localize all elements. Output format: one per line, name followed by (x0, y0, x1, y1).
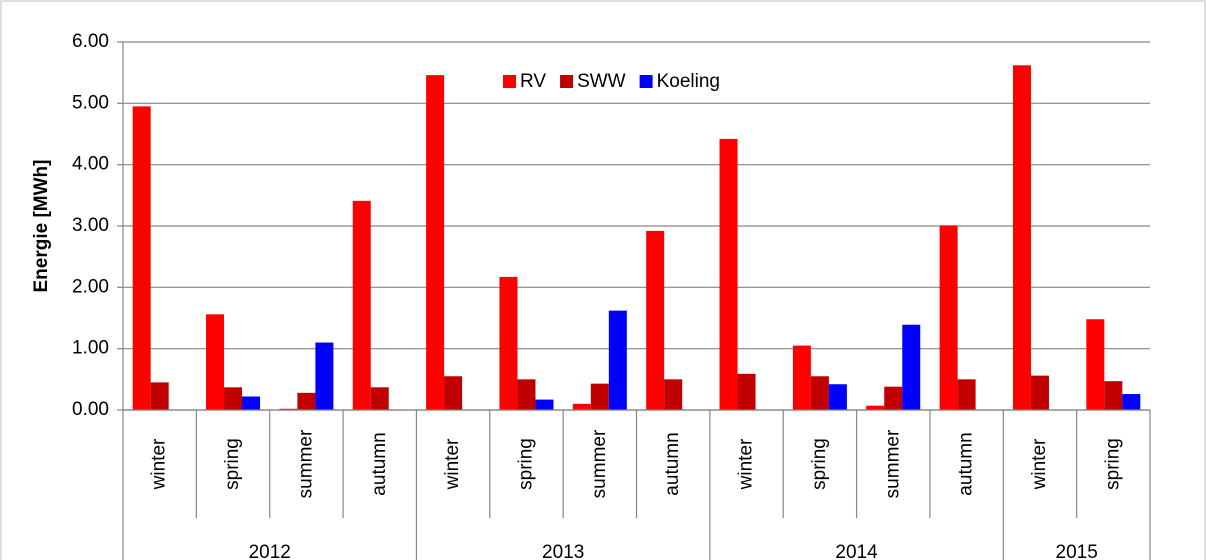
bar (535, 399, 554, 410)
bar (1122, 394, 1141, 410)
y-tick-label: 1.00 (72, 338, 109, 359)
bar (866, 405, 885, 410)
y-tick-label: 2.00 (72, 276, 109, 297)
legend-swatch (639, 75, 653, 88)
bar (939, 225, 958, 410)
legend-label: Koeling (657, 71, 720, 92)
bar (608, 310, 627, 410)
x-tick-label: autumn (956, 432, 977, 495)
bar (297, 392, 316, 410)
bar (902, 324, 921, 410)
legend-label: SWW (577, 71, 626, 92)
bar (719, 138, 738, 410)
bar (224, 387, 243, 410)
bar (499, 276, 518, 410)
y-axis-title: Energie [MWh] (31, 160, 52, 293)
bar (792, 345, 811, 410)
legend-swatch (503, 75, 516, 88)
x-tick-label: summer (589, 429, 610, 498)
x-group-label: 2015 (1056, 542, 1098, 560)
x-group-label: 2012 (249, 542, 291, 560)
y-tick-label: 4.00 (72, 154, 109, 175)
x-tick-label: winter (149, 438, 170, 490)
x-tick-label: winter (442, 438, 463, 490)
x-tick-label: winter (736, 438, 757, 490)
bar (426, 75, 445, 411)
x-group-label: 2014 (835, 542, 878, 560)
bar (1030, 375, 1049, 410)
x-group-label: 2013 (542, 542, 584, 560)
y-tick-label: 0.00 (72, 399, 109, 420)
bar (150, 382, 169, 410)
bar (1104, 381, 1123, 410)
bar (810, 376, 829, 410)
bar (572, 403, 591, 410)
bar (352, 200, 371, 410)
bar (206, 314, 225, 410)
bar (646, 230, 665, 410)
x-tick-label: spring (1102, 438, 1123, 490)
bar (132, 106, 151, 411)
bar (279, 408, 298, 410)
x-tick-label: summer (295, 429, 316, 498)
y-tick-label: 3.00 (72, 215, 109, 236)
bar (828, 384, 847, 410)
x-tick-label: winter (1029, 438, 1050, 490)
x-tick-label: autumn (662, 432, 683, 495)
bar (242, 396, 261, 410)
legend-label: RV (520, 71, 546, 92)
y-tick-label: 6.00 (72, 31, 109, 52)
x-tick-label: spring (515, 438, 536, 490)
bar (590, 383, 609, 410)
bar (664, 379, 683, 410)
bar (444, 376, 463, 410)
bar (315, 342, 334, 410)
legend-swatch (560, 75, 574, 88)
x-tick-label: spring (222, 438, 243, 490)
y-tick-label: 5.00 (72, 92, 109, 113)
bar (737, 373, 756, 410)
bar (1086, 319, 1105, 410)
bar (884, 386, 903, 410)
bar (517, 379, 536, 410)
x-tick-label: spring (809, 438, 830, 490)
x-tick-label: summer (882, 429, 903, 498)
bar (957, 379, 976, 410)
x-tick-label: autumn (369, 432, 390, 495)
bar (370, 387, 389, 410)
bar (1012, 65, 1031, 410)
